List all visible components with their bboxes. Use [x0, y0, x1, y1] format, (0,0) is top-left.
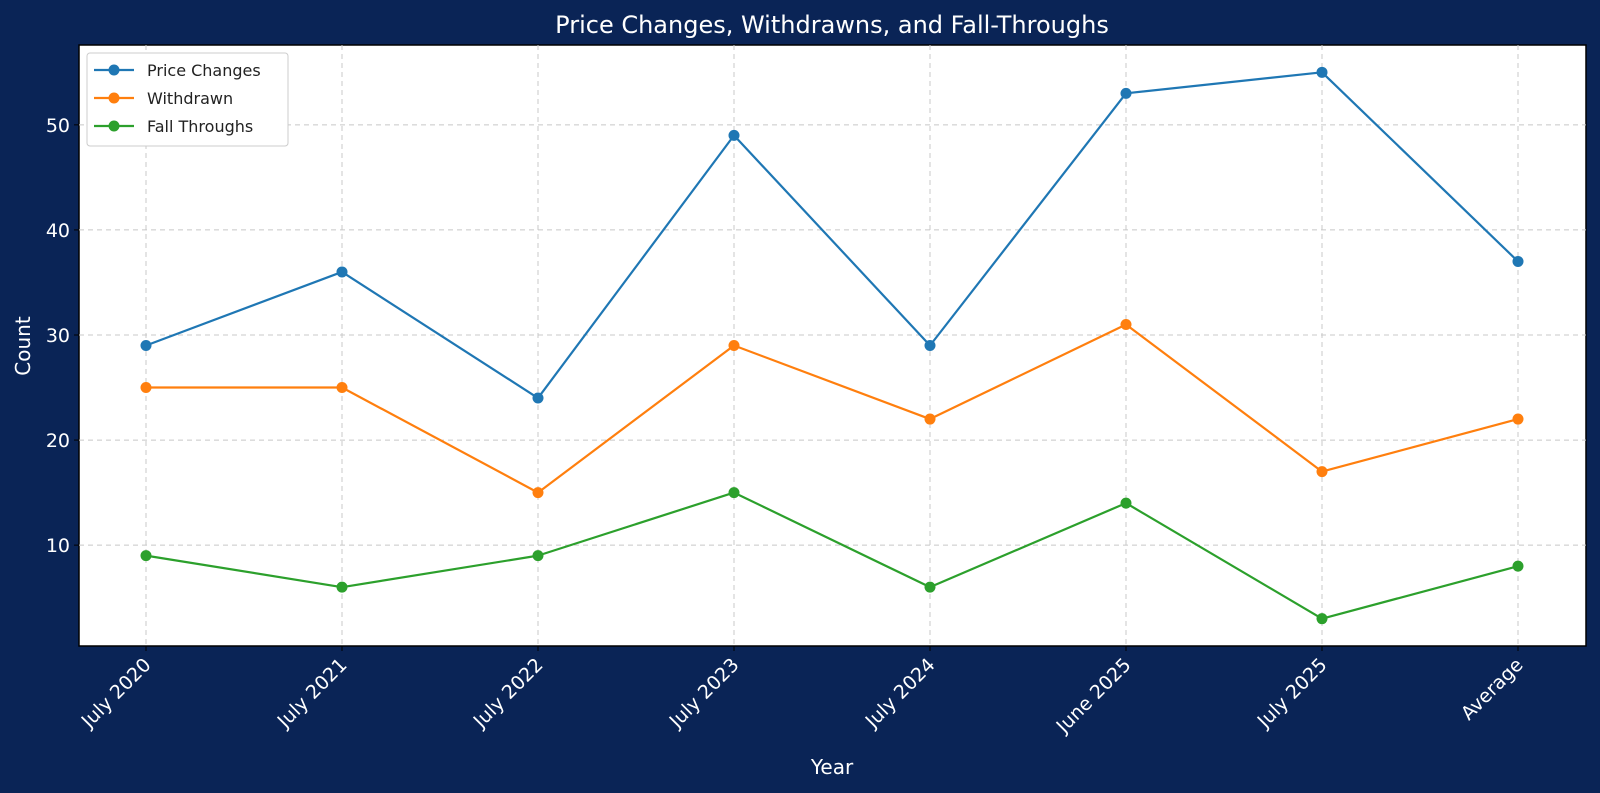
data-point-fall-throughs: [1120, 497, 1132, 509]
data-point-fall-throughs: [336, 581, 348, 593]
series-line-price-changes: [145, 71, 1519, 400]
data-point-fall-throughs: [1316, 613, 1328, 625]
data-point-fall-throughs: [532, 550, 544, 562]
data-point-price-changes: [532, 392, 544, 404]
data-point-price-changes: [1512, 255, 1524, 267]
series-line-withdrawn: [146, 323, 1519, 494]
legend-marker-fall-throughs: [108, 120, 120, 132]
data-point-withdrawn: [532, 487, 544, 499]
data-point-withdrawn: [924, 413, 936, 425]
data-point-withdrawn: [1120, 318, 1132, 330]
legend-label-price-changes: Price Changes: [147, 61, 261, 80]
y-tick-label: 10: [46, 535, 70, 557]
legend: Price Changes Withdrawn Fall Throughs: [86, 52, 289, 147]
y-axis-label: Count: [11, 316, 35, 376]
y-tick-label: 20: [46, 430, 70, 452]
legend-box: [86, 52, 289, 147]
x-axis-label: Year: [810, 755, 854, 779]
data-point-fall-throughs: [924, 581, 936, 593]
data-point-withdrawn: [1512, 413, 1524, 425]
data-point-withdrawn: [1316, 466, 1328, 478]
y-tick-label: 50: [46, 115, 70, 137]
legend-label-withdrawn: Withdrawn: [147, 89, 233, 108]
data-point-withdrawn: [728, 340, 740, 351]
data-point-fall-throughs: [140, 550, 152, 562]
series-line-fall-throughs: [145, 491, 1519, 620]
data-point-withdrawn: [336, 382, 348, 394]
data-point-price-changes: [140, 340, 152, 351]
plot-area: [78, 44, 1587, 647]
legend-marker-price-changes: [108, 64, 120, 76]
data-point-price-changes: [336, 266, 348, 278]
data-point-price-changes: [1316, 66, 1328, 78]
y-axis-ticks: 10 20 30 40 50: [46, 115, 79, 557]
legend-label-fall-throughs: Fall Throughs: [147, 117, 253, 136]
y-tick-label: 40: [46, 220, 70, 242]
data-point-withdrawn: [140, 382, 152, 394]
data-point-fall-throughs: [1512, 560, 1524, 572]
series-layer: [140, 66, 1524, 625]
data-point-price-changes: [924, 340, 936, 351]
y-tick-label: 30: [46, 325, 70, 347]
legend-marker-withdrawn: [108, 92, 120, 104]
chart-title: Price Changes, Withdrawns, and Fall-Thro…: [555, 11, 1109, 39]
data-point-price-changes: [728, 129, 740, 141]
data-point-fall-throughs: [728, 487, 740, 499]
data-point-price-changes: [1120, 87, 1132, 99]
